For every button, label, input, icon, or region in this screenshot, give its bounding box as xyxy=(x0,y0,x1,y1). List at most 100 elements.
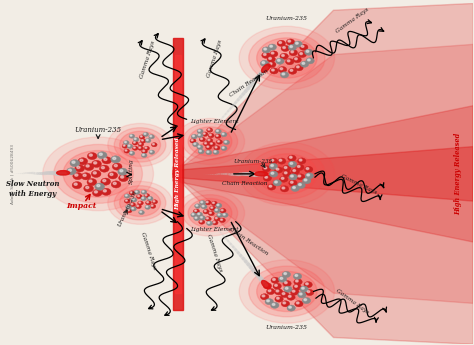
Circle shape xyxy=(279,159,282,161)
Circle shape xyxy=(201,138,202,139)
Circle shape xyxy=(89,180,92,182)
Circle shape xyxy=(144,194,150,198)
Circle shape xyxy=(206,201,208,203)
Circle shape xyxy=(139,143,141,144)
Circle shape xyxy=(222,213,228,217)
Circle shape xyxy=(270,51,278,57)
Circle shape xyxy=(217,213,223,217)
Circle shape xyxy=(289,180,297,186)
Circle shape xyxy=(221,146,227,150)
Circle shape xyxy=(264,53,266,56)
Circle shape xyxy=(118,175,128,181)
Circle shape xyxy=(215,217,217,219)
Circle shape xyxy=(301,287,304,289)
Circle shape xyxy=(142,197,144,199)
Circle shape xyxy=(304,282,312,288)
Circle shape xyxy=(192,135,194,137)
Circle shape xyxy=(220,219,222,220)
Circle shape xyxy=(218,141,219,142)
Ellipse shape xyxy=(239,26,335,90)
Circle shape xyxy=(260,294,269,300)
Circle shape xyxy=(124,199,130,203)
Circle shape xyxy=(149,135,155,139)
Circle shape xyxy=(299,184,301,186)
Circle shape xyxy=(141,190,147,194)
Circle shape xyxy=(143,132,148,137)
Circle shape xyxy=(296,164,304,170)
Ellipse shape xyxy=(249,266,325,317)
Circle shape xyxy=(81,173,91,180)
Text: Gamma Rays: Gamma Rays xyxy=(139,41,156,79)
Circle shape xyxy=(219,218,226,223)
Circle shape xyxy=(97,185,100,187)
Circle shape xyxy=(295,58,297,60)
Circle shape xyxy=(264,167,267,169)
Circle shape xyxy=(282,272,291,277)
Circle shape xyxy=(214,146,220,150)
Circle shape xyxy=(209,142,215,146)
Circle shape xyxy=(191,134,197,139)
Circle shape xyxy=(306,168,309,169)
Circle shape xyxy=(205,200,211,205)
Circle shape xyxy=(112,163,122,170)
Circle shape xyxy=(194,216,200,220)
Circle shape xyxy=(129,151,135,155)
Circle shape xyxy=(75,174,78,176)
Circle shape xyxy=(283,171,291,177)
Circle shape xyxy=(296,174,305,180)
Circle shape xyxy=(130,152,132,153)
Circle shape xyxy=(277,158,286,164)
Circle shape xyxy=(305,289,314,296)
Circle shape xyxy=(144,146,149,150)
Circle shape xyxy=(198,146,200,147)
Circle shape xyxy=(134,142,135,143)
Circle shape xyxy=(102,157,111,164)
Circle shape xyxy=(221,132,227,137)
Text: Uranium-236: Uranium-236 xyxy=(117,190,138,228)
Circle shape xyxy=(113,157,116,159)
Circle shape xyxy=(146,201,151,205)
Circle shape xyxy=(111,156,120,163)
Circle shape xyxy=(271,159,273,161)
Circle shape xyxy=(269,171,278,177)
Ellipse shape xyxy=(43,137,154,211)
Ellipse shape xyxy=(239,260,335,323)
Polygon shape xyxy=(173,45,474,303)
Circle shape xyxy=(282,73,285,75)
Circle shape xyxy=(131,198,137,202)
Circle shape xyxy=(147,201,148,203)
Circle shape xyxy=(126,200,128,201)
Circle shape xyxy=(289,295,291,297)
Circle shape xyxy=(134,138,136,139)
Text: Gamma Rays: Gamma Rays xyxy=(139,231,156,270)
Circle shape xyxy=(206,145,212,149)
Circle shape xyxy=(129,191,135,195)
Circle shape xyxy=(297,166,300,167)
Circle shape xyxy=(301,61,309,67)
Circle shape xyxy=(83,174,86,176)
Circle shape xyxy=(305,173,314,179)
Circle shape xyxy=(266,288,275,295)
Circle shape xyxy=(208,211,214,216)
Circle shape xyxy=(280,176,288,182)
Circle shape xyxy=(298,51,307,58)
Circle shape xyxy=(304,49,313,55)
Circle shape xyxy=(129,134,135,138)
Circle shape xyxy=(101,188,111,195)
Text: Uranium-235: Uranium-235 xyxy=(266,17,308,21)
Circle shape xyxy=(300,293,302,295)
Circle shape xyxy=(125,150,127,151)
Circle shape xyxy=(120,176,124,178)
Circle shape xyxy=(262,61,264,63)
Circle shape xyxy=(118,168,128,175)
Text: Adobe Stock | #500628493: Adobe Stock | #500628493 xyxy=(11,144,15,204)
Circle shape xyxy=(200,221,202,222)
Circle shape xyxy=(198,149,204,154)
Circle shape xyxy=(195,204,201,208)
Circle shape xyxy=(139,210,145,215)
Circle shape xyxy=(197,145,203,149)
Circle shape xyxy=(104,158,107,160)
Circle shape xyxy=(296,302,299,304)
Circle shape xyxy=(287,294,295,300)
Circle shape xyxy=(281,301,290,307)
